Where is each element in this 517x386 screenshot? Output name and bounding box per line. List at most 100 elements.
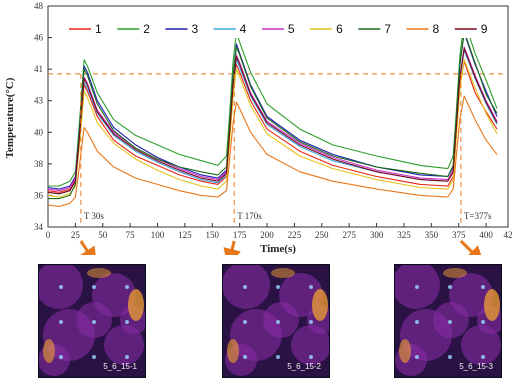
legend-label: 3 bbox=[191, 22, 198, 36]
legend-label: 1 bbox=[95, 22, 102, 36]
sensor-point-icon bbox=[481, 285, 485, 289]
series-line-8 bbox=[47, 95, 498, 208]
sensor-point-icon bbox=[276, 285, 280, 289]
legend-label: 8 bbox=[433, 22, 440, 36]
sensor-point-icon bbox=[448, 285, 452, 289]
sensor-point-icon bbox=[125, 285, 129, 289]
thermal-image-1: 5_6_15-1 bbox=[38, 264, 146, 378]
y-tick-label: 46 bbox=[34, 33, 44, 43]
series-line-3 bbox=[47, 32, 498, 190]
hot-spot bbox=[312, 289, 328, 321]
x-tick-label: 75 bbox=[126, 230, 136, 240]
x-tick-label: 275 bbox=[342, 230, 356, 240]
x-tick-label: 200 bbox=[260, 230, 274, 240]
annotation-label: T 30s bbox=[84, 211, 105, 221]
annotation-arrow bbox=[79, 240, 97, 255]
sensor-point-icon bbox=[415, 320, 419, 324]
series-line-2 bbox=[48, 19, 498, 187]
sensor-point-icon bbox=[309, 355, 313, 359]
thermal-blob bbox=[433, 302, 469, 338]
thermal-image-label: 5_6_15-1 bbox=[103, 362, 137, 371]
y-tick-label: 43 bbox=[34, 96, 44, 106]
x-tick-label: 375 bbox=[452, 230, 466, 240]
x-tick-label: 0 bbox=[46, 230, 51, 240]
thermal-map-icon bbox=[39, 265, 145, 377]
hot-spot bbox=[399, 339, 411, 363]
x-tick-label: 50 bbox=[98, 230, 108, 240]
sensor-point-icon bbox=[243, 285, 247, 289]
thermal-blob bbox=[291, 325, 329, 365]
thermal-blob bbox=[104, 325, 144, 365]
thermal-image-2: 5_6_15-2 bbox=[222, 264, 330, 378]
thermal-image-label: 5_6_15-2 bbox=[287, 362, 321, 371]
y-tick-label: 40 bbox=[34, 127, 44, 137]
legend-label: 5 bbox=[288, 22, 295, 36]
sensor-point-icon bbox=[309, 285, 313, 289]
x-tick-label: 325 bbox=[397, 230, 411, 240]
x-tick-label: 225 bbox=[288, 230, 302, 240]
sensor-point-icon bbox=[276, 355, 280, 359]
x-tick-label: 125 bbox=[178, 230, 192, 240]
sensor-point-icon bbox=[59, 285, 63, 289]
x-tick-label: 42 bbox=[504, 230, 513, 240]
sensor-point-icon bbox=[448, 355, 452, 359]
hot-spot bbox=[227, 339, 239, 363]
sensor-point-icon bbox=[59, 320, 63, 324]
sensor-point-icon bbox=[309, 320, 313, 324]
hot-spot bbox=[271, 268, 295, 278]
legend-label: 2 bbox=[143, 22, 150, 36]
x-tick-label: 350 bbox=[425, 230, 439, 240]
thermal-map-icon bbox=[395, 265, 501, 377]
sensor-point-icon bbox=[243, 320, 247, 324]
thermal-image-label: 5_6_15-3 bbox=[459, 362, 493, 371]
thermal-blob bbox=[263, 302, 299, 338]
hot-spot bbox=[484, 289, 500, 321]
legend-box bbox=[64, 18, 500, 38]
thermal-map-icon bbox=[223, 265, 329, 377]
y-tick-label: 38 bbox=[34, 159, 44, 169]
sensor-point-icon bbox=[481, 355, 485, 359]
hot-spot bbox=[43, 339, 55, 363]
series-line-9 bbox=[47, 48, 498, 195]
legend-label: 6 bbox=[336, 22, 343, 36]
y-axis-title: Temperature(°C) bbox=[4, 77, 16, 158]
sensor-point-icon bbox=[92, 355, 96, 359]
x-tick-label: 300 bbox=[370, 230, 384, 240]
x-tick-label: 175 bbox=[233, 230, 247, 240]
y-tick-label: 41 bbox=[34, 64, 43, 74]
sensor-point-icon bbox=[415, 355, 419, 359]
x-axis-title: Time(s) bbox=[260, 243, 296, 255]
sensor-point-icon bbox=[59, 355, 63, 359]
hot-spot bbox=[443, 268, 467, 278]
sensor-point-icon bbox=[448, 320, 452, 324]
hot-spot bbox=[128, 289, 144, 321]
y-tick-label: 48 bbox=[34, 1, 44, 11]
sensor-point-icon bbox=[125, 320, 129, 324]
hot-spot bbox=[87, 268, 111, 278]
annotation-arrow bbox=[459, 239, 485, 255]
annotation-arrow bbox=[223, 240, 241, 255]
x-tick-label: 25 bbox=[71, 230, 81, 240]
sensor-point-icon bbox=[243, 355, 247, 359]
sensor-point-icon bbox=[276, 320, 280, 324]
x-tick-label: 100 bbox=[151, 230, 165, 240]
sensor-point-icon bbox=[415, 285, 419, 289]
x-tick-label: 250 bbox=[315, 230, 329, 240]
sensor-point-icon bbox=[481, 320, 485, 324]
legend-label: 4 bbox=[240, 22, 247, 36]
annotation-label: T=377s bbox=[464, 211, 492, 221]
series-line-7 bbox=[48, 30, 498, 200]
thermal-image-3: 5_6_15-3 bbox=[394, 264, 502, 378]
plot-frame bbox=[47, 5, 509, 228]
sensor-point-icon bbox=[125, 355, 129, 359]
sensor-point-icon bbox=[92, 320, 96, 324]
sensor-point-icon bbox=[92, 285, 96, 289]
thermal-blob bbox=[461, 325, 501, 365]
series-line-5 bbox=[47, 46, 498, 192]
temperature-chart: 0 25 50 75 100 125 150 175 200 225 250 275 300 325 350… bbox=[4, 1, 513, 255]
x-tick-label: 150 bbox=[206, 230, 220, 240]
x-tick-label: 400 bbox=[479, 230, 493, 240]
series-line-6 bbox=[47, 59, 498, 198]
y-tick-label: 34 bbox=[34, 222, 44, 232]
annotation-label: T 170s bbox=[237, 211, 262, 221]
